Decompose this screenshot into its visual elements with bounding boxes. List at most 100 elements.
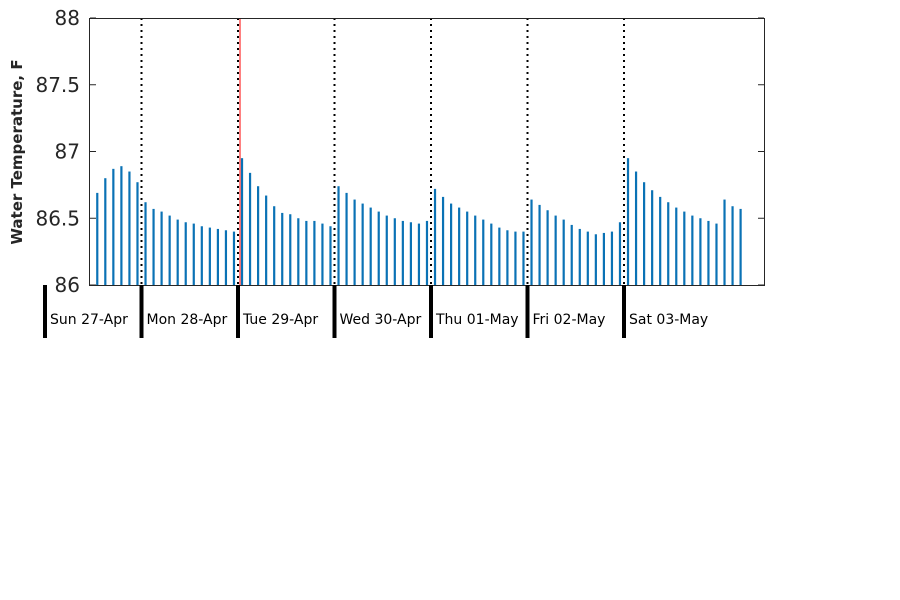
temperature-bar (377, 211, 380, 285)
temperature-bar (297, 218, 300, 285)
y-tick-label: 86 (55, 273, 80, 297)
temperature-bar (136, 182, 139, 285)
plot-area-frame (89, 18, 765, 286)
temperature-bar (731, 206, 734, 285)
temperature-bar (522, 231, 525, 285)
day-label: Thu 01-May (435, 312, 519, 328)
temperature-bar (265, 195, 268, 285)
bar-series (96, 158, 742, 285)
temperature-bar (723, 199, 726, 285)
temperature-bar (578, 228, 581, 285)
y-tick-label: 86.5 (35, 206, 80, 230)
temperature-bar (120, 166, 123, 285)
temperature-bar (458, 207, 461, 285)
temperature-bar (506, 230, 509, 285)
temperature-bar (409, 222, 412, 285)
temperature-bar (200, 226, 203, 285)
temperature-bar (554, 215, 557, 285)
temperature-bar (369, 207, 372, 285)
temperature-bar (683, 211, 686, 285)
temperature-bar (651, 190, 654, 285)
temperature-bar (273, 206, 276, 285)
temperature-bar (450, 203, 453, 285)
temperature-bar (699, 218, 702, 285)
temperature-bar (152, 208, 155, 285)
day-label: Tue 29-Apr (242, 312, 318, 328)
temperature-bar (144, 202, 147, 285)
temperature-bar (248, 172, 252, 285)
temperature-bar (586, 231, 589, 285)
temperature-bar (353, 199, 356, 285)
temperature-bar (675, 207, 678, 285)
temperature-bar (498, 227, 501, 285)
temperature-bar (618, 222, 622, 285)
temperature-bar (345, 192, 348, 285)
y-tick-label: 87.5 (35, 73, 80, 97)
temperature-bar (594, 234, 597, 285)
temperature-bar (643, 182, 646, 285)
temperature-bar (208, 227, 211, 285)
temperature-bar (626, 158, 630, 285)
day-dividers (140, 18, 625, 285)
temperature-bar (425, 220, 429, 285)
temperature-bar (305, 220, 308, 285)
temperature-bar (361, 203, 364, 285)
temperature-bar (530, 199, 533, 285)
temperature-bar (417, 223, 421, 285)
temperature-bar (538, 204, 541, 285)
temperature-bar (385, 215, 388, 285)
temperature-bar (739, 208, 742, 285)
temperature-bar (192, 223, 195, 285)
temperature-bar (433, 188, 437, 285)
temperature-bar (96, 192, 99, 285)
temperature-bar (667, 202, 670, 285)
temperature-bar (281, 212, 284, 285)
temperature-bar (570, 224, 573, 285)
temperature-bar (321, 223, 324, 285)
temperature-bar (441, 196, 445, 285)
temperature-bar (216, 228, 219, 285)
temperature-bar (707, 220, 710, 285)
day-label: Mon 28-Apr (147, 312, 228, 328)
temperature-bar (393, 218, 396, 285)
day-label: Sun 27-Apr (50, 312, 128, 328)
temperature-bar (240, 158, 244, 285)
temperature-bar (691, 215, 694, 285)
temperature-bar (313, 220, 316, 285)
day-label: Wed 30-Apr (340, 312, 422, 328)
temperature-bar (337, 186, 340, 285)
x-axis-days: Sun 27-Apr Mon 28-Apr Tue 29-Apr Wed 30-Apr… (43, 285, 708, 338)
temperature-bar (104, 178, 107, 285)
temperature-bar (224, 230, 228, 285)
temperature-bar (401, 220, 404, 285)
temperature-bar (112, 168, 115, 285)
day-label: Fri 02-May (533, 312, 606, 328)
temperature-bar (659, 196, 662, 285)
temperature-bar (289, 214, 292, 285)
temperature-bar (184, 222, 187, 285)
temperature-bar (466, 211, 469, 285)
temperature-bar (160, 211, 163, 285)
y-axis-label: Water Temperature, F (8, 59, 26, 244)
y-tick-label: 88 (55, 6, 80, 30)
temperature-bar (602, 232, 605, 285)
temperature-bar (490, 223, 493, 285)
temperature-bar (232, 231, 236, 285)
temperature-bar (546, 210, 549, 285)
temperature-bar (715, 223, 718, 285)
temperature-bar (176, 219, 179, 285)
temperature-bar (257, 186, 260, 285)
temperature-bar (610, 231, 614, 285)
temperature-bar (634, 171, 638, 285)
temperature-bar (562, 219, 565, 285)
temperature-bar (482, 219, 485, 285)
temperature-bar (329, 226, 332, 285)
day-label: Sat 03-May (629, 312, 708, 328)
temperature-bar (474, 215, 477, 285)
temperature-bar (128, 171, 131, 285)
temperature-bar (168, 215, 171, 285)
y-axis: 86 86.5 87 87.5 88 (35, 6, 764, 297)
temperature-bar (514, 231, 517, 285)
